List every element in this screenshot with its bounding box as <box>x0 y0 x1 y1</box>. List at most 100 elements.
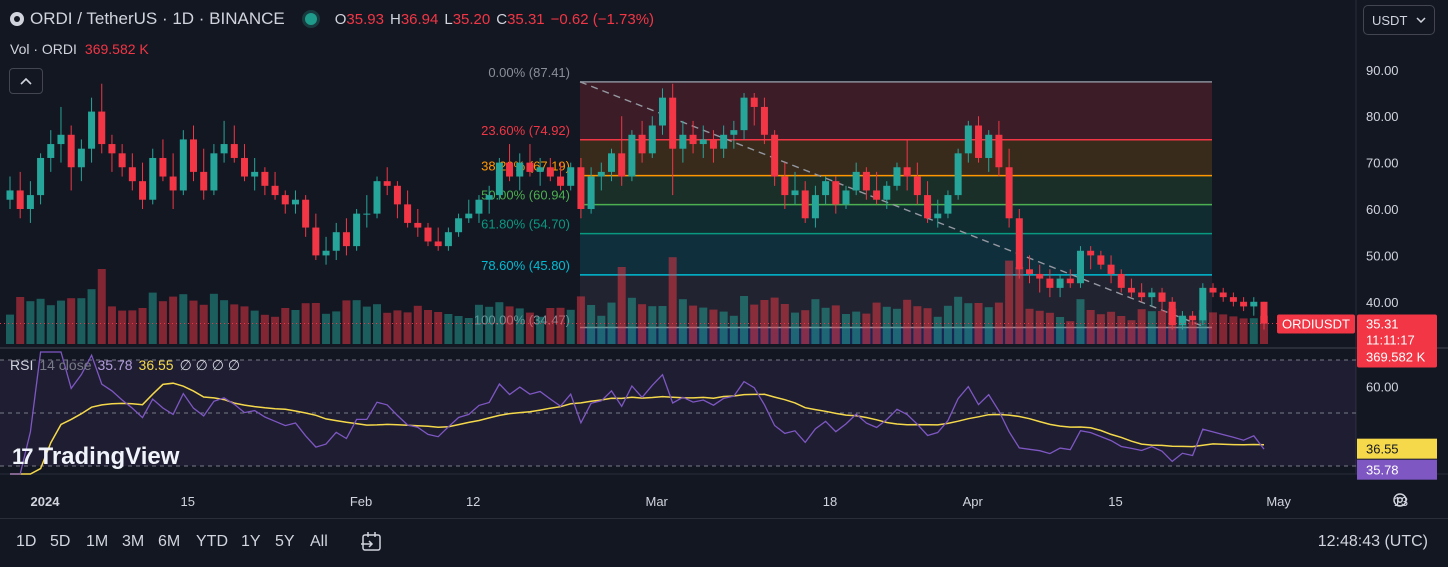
candle-body-36 <box>373 181 381 214</box>
volume-bar-42 <box>434 312 443 344</box>
timeframe-5d[interactable]: 5D <box>50 533 71 550</box>
volume-bar-40 <box>413 305 422 344</box>
volume-bar-15 <box>158 301 167 344</box>
volume-bar-64 <box>658 306 667 344</box>
volume-legend[interactable]: Vol · ORDI 369.582 K <box>10 41 149 57</box>
volume-bar-48 <box>495 302 504 344</box>
candle-body-87 <box>893 167 901 186</box>
candle-body-121 <box>1240 301 1248 307</box>
candle-body-1 <box>16 190 24 210</box>
candle-body-74 <box>760 106 768 135</box>
chevron-up-icon <box>20 77 32 85</box>
volume-bar-29 <box>301 303 310 344</box>
rsi-ma-tag: 36.55 <box>1366 442 1399 457</box>
volume-bar-119 <box>1219 314 1228 344</box>
timeframe-ytd[interactable]: YTD <box>196 533 228 550</box>
volume-bar-23 <box>240 306 249 344</box>
candle-body-8 <box>88 111 96 149</box>
candle-body-35 <box>363 213 371 215</box>
timeframe-1y[interactable]: 1Y <box>241 533 261 550</box>
candle-body-56 <box>577 167 585 210</box>
volume-bar-117 <box>1198 310 1207 344</box>
volume-bar-9 <box>97 269 106 344</box>
candle-body-95 <box>975 125 983 158</box>
tradingview-logo-icon: 17 <box>12 444 34 469</box>
fibonacci-retracement[interactable]: 0.00% (87.41) 23.60% (74.92) 38.20% (67.19… <box>474 65 1212 344</box>
symbol-tag-text: ORDIUSDT <box>1282 317 1350 332</box>
candle-body-51 <box>526 162 534 172</box>
candle-body-94 <box>964 125 972 154</box>
candle-body-92 <box>944 195 952 214</box>
fib-label-2: 38.20% (67.19) <box>481 159 570 174</box>
volume-bar-32 <box>332 311 341 344</box>
volume-bar-12 <box>128 310 137 344</box>
volume-bar-97 <box>994 302 1003 344</box>
volume-bar-28 <box>291 310 300 344</box>
candle-body-60 <box>618 153 626 177</box>
volume-bar-78 <box>801 310 810 344</box>
volume-bar-87 <box>892 308 901 344</box>
volume-bar-41 <box>423 310 432 344</box>
grid <box>0 0 1448 475</box>
timeframe-3m[interactable]: 3M <box>122 533 145 550</box>
currency-label: USDT <box>1372 12 1408 28</box>
volume-bar-108 <box>1107 311 1116 344</box>
price-tag-bg <box>1357 314 1437 368</box>
candle-body-45 <box>465 213 473 219</box>
volume-bar-58 <box>597 315 606 344</box>
candle-body-14 <box>149 157 157 200</box>
volume-bars <box>6 257 1268 344</box>
candle-body-38 <box>393 185 401 205</box>
volume-bar-10 <box>107 306 116 344</box>
utc-clock[interactable]: 12:48:43 (UTC) <box>1317 533 1428 550</box>
volume-bar-38 <box>393 310 402 344</box>
volume-bar-120 <box>1229 316 1238 344</box>
volume-bar-20 <box>209 293 218 344</box>
timeframe-all[interactable]: All <box>310 533 328 550</box>
symbol-title[interactable]: ORDI / TetherUS · 1D · BINANCE <box>30 9 285 28</box>
candle-body-99 <box>1015 218 1023 270</box>
timeframe-6m[interactable]: 6M <box>158 533 181 550</box>
volume-bar-19 <box>199 304 208 344</box>
volume-bar-2 <box>26 301 35 344</box>
candle-body-83 <box>852 171 860 191</box>
symbol-header[interactable]: ORDI / TetherUS · 1D · BINANCE O35.93 H3… <box>10 8 654 30</box>
candle-body-72 <box>740 97 748 131</box>
timeframe-1d[interactable]: 1D <box>16 533 37 550</box>
timeframe-5y[interactable]: 5Y <box>275 533 295 550</box>
timeframe-1m[interactable]: 1M <box>86 533 109 550</box>
volume-bar-1 <box>16 297 25 344</box>
volume-bar-44 <box>454 316 463 344</box>
market-status-icon[interactable] <box>304 13 317 25</box>
volume-bar-100 <box>1025 308 1034 344</box>
volume-bar-67 <box>689 305 698 344</box>
gear-icon[interactable] <box>1391 491 1409 509</box>
candle-body-16 <box>169 176 177 191</box>
currency-select[interactable]: USDT <box>1363 5 1435 35</box>
volume-bar-90 <box>923 308 932 344</box>
symbol-tag-bg <box>1277 314 1355 334</box>
candle-body-42 <box>434 241 442 247</box>
volume-bar-6 <box>67 298 76 344</box>
volume-bar-36 <box>373 304 382 344</box>
candle-body-119 <box>1219 292 1227 298</box>
collapse-legend-button[interactable] <box>9 68 43 94</box>
candle-body-71 <box>730 130 738 135</box>
volume-bar-112 <box>1147 311 1156 344</box>
volume-bar-55 <box>566 309 575 344</box>
candle-body-0 <box>6 190 14 200</box>
tradingview-logo[interactable]: 17 TradingView <box>12 443 179 471</box>
volume-legend-label: Vol · ORDI <box>10 41 77 57</box>
price-change: −0.62 (−1.73%) <box>550 10 655 28</box>
candle-body-90 <box>924 195 932 219</box>
candle-body-12 <box>128 167 136 182</box>
volume-bar-0 <box>6 314 14 344</box>
candle-body-26 <box>271 185 279 196</box>
candle-body-104 <box>1066 278 1074 284</box>
rsi-legend[interactable]: RSI 14 close 35.78 36.55 ∅ ∅ ∅ ∅ <box>10 357 240 374</box>
candle-body-103 <box>1056 278 1064 288</box>
calendar-arrow-icon[interactable] <box>360 531 384 553</box>
price-tick-0: 90.00 <box>1366 63 1399 78</box>
candle-body-55 <box>567 167 575 186</box>
